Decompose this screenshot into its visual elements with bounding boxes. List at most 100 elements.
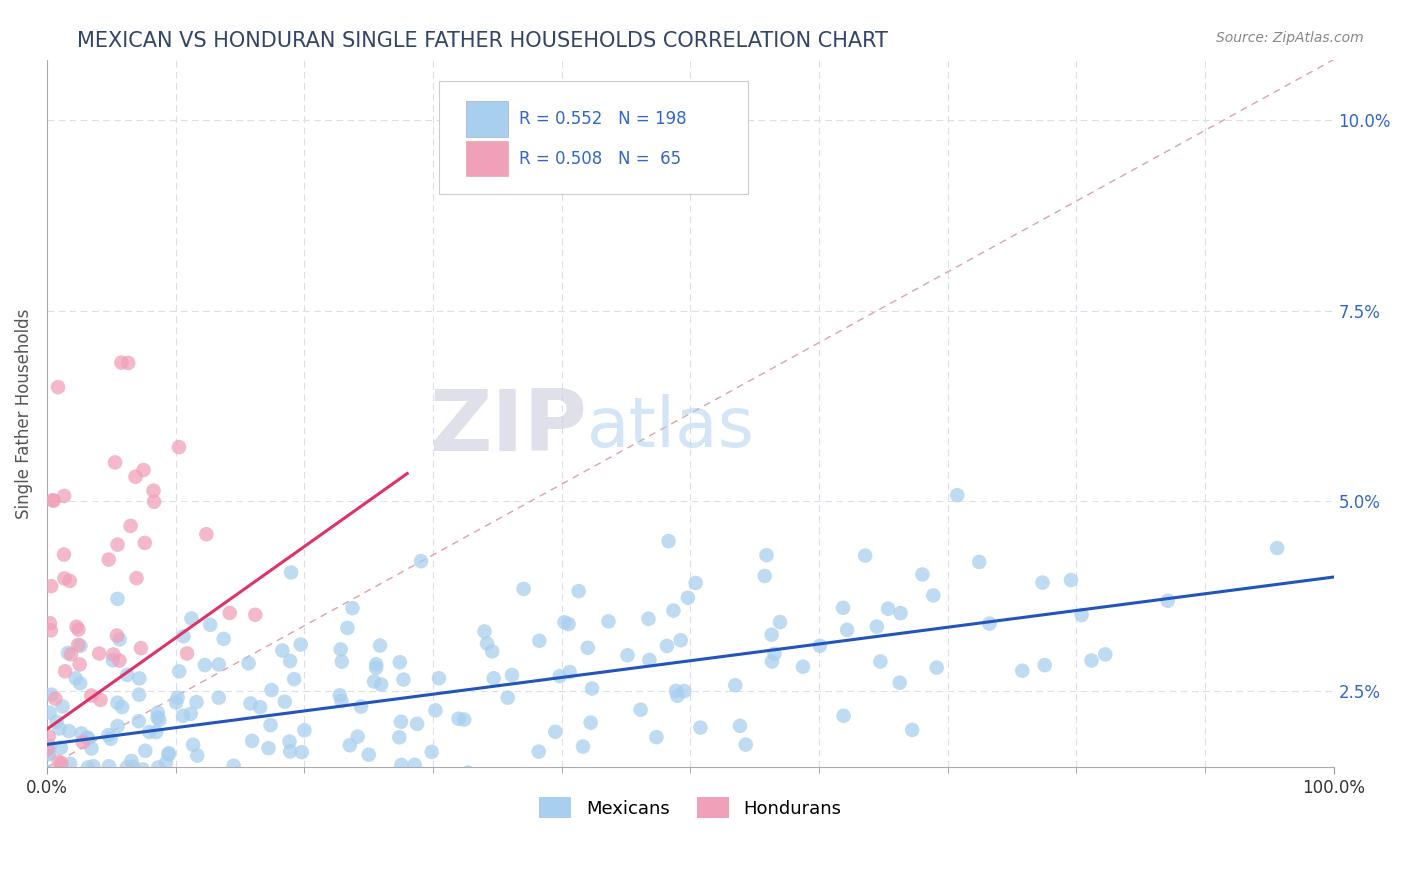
Point	[388, 655, 411, 669]
Point	[67, 623, 90, 637]
Point	[89, 783, 111, 797]
Point	[194, 658, 217, 673]
Text: MEXICAN VS HONDURAN SINGLE FATHER HOUSEHOLDS CORRELATION CHART: MEXICAN VS HONDURAN SINGLE FATHER HOUSEH…	[77, 31, 889, 51]
Point	[38, 747, 60, 761]
Point	[89, 783, 111, 797]
Point	[1031, 575, 1053, 590]
Point	[39, 688, 62, 702]
Point	[1080, 653, 1102, 667]
Point	[453, 713, 475, 727]
Point	[37, 764, 59, 779]
Point	[673, 684, 696, 698]
Point	[763, 647, 786, 661]
Point	[482, 671, 505, 685]
Point	[46, 783, 69, 797]
Point	[37, 741, 59, 756]
Point	[512, 582, 534, 596]
Point	[97, 783, 120, 797]
Point	[200, 617, 222, 632]
Point	[39, 579, 62, 593]
Point	[128, 688, 150, 702]
Point	[637, 612, 659, 626]
Point	[330, 655, 353, 669]
Point	[98, 759, 121, 773]
Point	[330, 694, 353, 708]
Point	[501, 668, 523, 682]
Point	[239, 697, 262, 711]
Point	[56, 646, 79, 660]
Point	[143, 494, 166, 508]
Point	[155, 756, 177, 770]
Point	[44, 783, 66, 797]
Point	[837, 623, 859, 637]
Point	[72, 735, 94, 749]
Point	[166, 690, 188, 705]
Point	[342, 601, 364, 615]
Point	[676, 591, 699, 605]
Point	[792, 659, 814, 673]
Point	[132, 463, 155, 477]
Point	[108, 632, 131, 647]
Text: R = 0.552   N = 198: R = 0.552 N = 198	[519, 110, 686, 128]
Point	[474, 624, 496, 639]
Point	[101, 653, 124, 667]
Point	[420, 745, 443, 759]
Point	[67, 638, 90, 652]
Point	[107, 719, 129, 733]
Point	[63, 775, 86, 789]
FancyBboxPatch shape	[439, 81, 748, 194]
Point	[278, 734, 301, 748]
Point	[911, 567, 934, 582]
Point	[832, 708, 855, 723]
Point	[46, 783, 69, 797]
Point	[44, 691, 66, 706]
Point	[409, 554, 432, 568]
Point	[257, 741, 280, 756]
Point	[97, 552, 120, 566]
Point	[350, 699, 373, 714]
Point	[475, 636, 498, 650]
Point	[222, 759, 245, 773]
Point	[110, 355, 132, 369]
FancyBboxPatch shape	[467, 141, 508, 177]
Point	[145, 725, 167, 739]
Point	[967, 555, 990, 569]
Point	[290, 638, 312, 652]
Point	[107, 591, 129, 606]
Point	[80, 689, 103, 703]
Point	[128, 671, 150, 685]
Point	[76, 783, 98, 797]
Point	[581, 681, 603, 696]
Point	[492, 769, 515, 783]
Point	[363, 674, 385, 689]
Point	[548, 669, 571, 683]
Point	[51, 759, 73, 773]
Point	[368, 639, 391, 653]
Point	[37, 747, 59, 762]
Point	[115, 760, 138, 774]
Point	[1033, 658, 1056, 673]
Point	[274, 695, 297, 709]
Point	[48, 722, 70, 736]
Point	[105, 628, 128, 642]
Point	[142, 483, 165, 498]
Point	[51, 783, 73, 797]
Point	[568, 584, 591, 599]
Point	[357, 747, 380, 762]
Point	[108, 654, 131, 668]
Point	[754, 569, 776, 583]
Point	[172, 629, 194, 643]
Point	[370, 677, 392, 691]
Text: R = 0.508   N =  65: R = 0.508 N = 65	[519, 150, 682, 168]
Point	[124, 469, 146, 483]
Point	[38, 739, 60, 753]
Point	[869, 655, 891, 669]
Point	[630, 703, 652, 717]
Point	[172, 709, 194, 723]
Point	[259, 718, 281, 732]
Point	[529, 633, 551, 648]
Point	[39, 624, 62, 638]
Point	[389, 714, 412, 729]
Point	[53, 489, 76, 503]
Point	[195, 527, 218, 541]
